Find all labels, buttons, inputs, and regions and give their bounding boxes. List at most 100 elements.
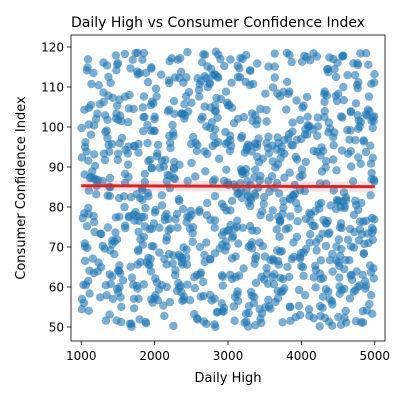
scatter-point — [270, 62, 279, 71]
scatter-point — [264, 62, 273, 71]
scatter-point — [341, 306, 350, 316]
scatter-point — [239, 112, 249, 122]
scatter-point — [84, 306, 94, 315]
scatter-point — [329, 141, 338, 150]
scatter-point — [84, 120, 94, 129]
scatter-point — [112, 66, 121, 75]
scatter-point — [169, 251, 178, 260]
scatter-point — [152, 151, 162, 161]
scatter-point — [90, 150, 99, 159]
scatter-point — [102, 291, 111, 300]
scatter-point — [230, 316, 239, 325]
scatter-point — [296, 254, 305, 263]
scatter-point — [172, 286, 182, 296]
scatter-point — [316, 256, 326, 265]
scatter-point — [149, 219, 159, 228]
scatter-point — [328, 300, 337, 309]
scatter-point — [116, 293, 125, 302]
scatter-point — [369, 175, 379, 184]
scatter-point — [103, 191, 112, 200]
scatter-point — [302, 52, 311, 62]
scatter-point — [166, 224, 175, 233]
scatter-point — [217, 299, 226, 308]
scatter-point — [339, 188, 349, 197]
scatter-point — [244, 301, 254, 311]
scatter-point — [134, 294, 143, 303]
scatter-point — [264, 149, 274, 158]
scatter-point — [282, 105, 291, 114]
scatter-point — [335, 273, 344, 282]
scatter-point — [218, 281, 227, 290]
scatter-point — [301, 157, 310, 167]
scatter-point — [91, 114, 101, 124]
scatter-point — [211, 322, 220, 332]
scatter-point — [99, 88, 108, 97]
scatter-point — [187, 158, 196, 168]
scatter-point — [275, 232, 284, 241]
scatter-point — [289, 238, 298, 247]
scatter-point — [85, 174, 95, 183]
scatter-point — [270, 49, 279, 58]
scatter-point — [106, 246, 115, 255]
scatter-point — [124, 172, 133, 182]
scatter-point — [258, 242, 267, 251]
scatter-point — [248, 79, 258, 89]
scatter-point — [153, 296, 163, 305]
scatter-point — [246, 195, 256, 205]
scatter-point — [321, 241, 331, 251]
scatter-point — [108, 93, 118, 103]
scatter-point — [210, 125, 220, 134]
scatter-point — [337, 146, 347, 155]
scatter-point — [200, 250, 209, 259]
scatter-point — [317, 143, 326, 152]
scatter-point — [370, 112, 379, 121]
scatter-point — [103, 115, 112, 125]
scatter-point — [82, 147, 91, 156]
scatter-point — [253, 59, 262, 68]
scatter-point — [200, 147, 209, 156]
scatter-point — [335, 223, 345, 232]
scatter-point — [241, 309, 251, 318]
scatter-point — [309, 49, 318, 58]
scatter-point — [259, 199, 268, 209]
scatter-point — [88, 167, 97, 176]
scatter-point — [213, 138, 223, 147]
scatter-point — [139, 92, 149, 101]
scatter-point — [270, 73, 279, 82]
scatter-point — [206, 215, 215, 225]
scatter-point — [162, 282, 171, 292]
scatter-point — [305, 238, 314, 247]
scatter-point — [99, 149, 109, 158]
scatter-point — [339, 82, 348, 92]
scatter-point — [321, 285, 331, 294]
scatter-point — [303, 130, 312, 139]
scatter-point — [106, 78, 115, 88]
scatter-point — [124, 142, 133, 151]
scatter-point — [368, 123, 377, 133]
scatter-point — [143, 188, 152, 198]
scatter-point — [210, 191, 220, 201]
scatter-point — [233, 216, 242, 225]
scatter-point — [140, 112, 149, 122]
scatter-point — [355, 122, 364, 131]
scatter-point — [264, 295, 273, 305]
scatter-point — [203, 83, 212, 92]
scatter-point — [286, 316, 295, 325]
scatter-point — [364, 60, 373, 69]
scatter-point — [278, 286, 287, 296]
scatter-point — [229, 119, 239, 128]
scatter-point — [79, 280, 88, 289]
scatter-point — [191, 172, 200, 181]
scatter-point — [297, 134, 306, 144]
scatter-point — [114, 193, 124, 203]
scatter-point — [261, 89, 270, 98]
scatter-point — [101, 316, 111, 325]
scatter-point — [129, 104, 138, 114]
scatter-point — [355, 225, 365, 234]
scatter-point — [326, 201, 335, 210]
scatter-point — [366, 159, 376, 168]
scatter-point — [255, 305, 264, 314]
scatter-point — [338, 52, 347, 61]
scatter-point — [133, 260, 142, 269]
scatter-point — [361, 284, 370, 293]
